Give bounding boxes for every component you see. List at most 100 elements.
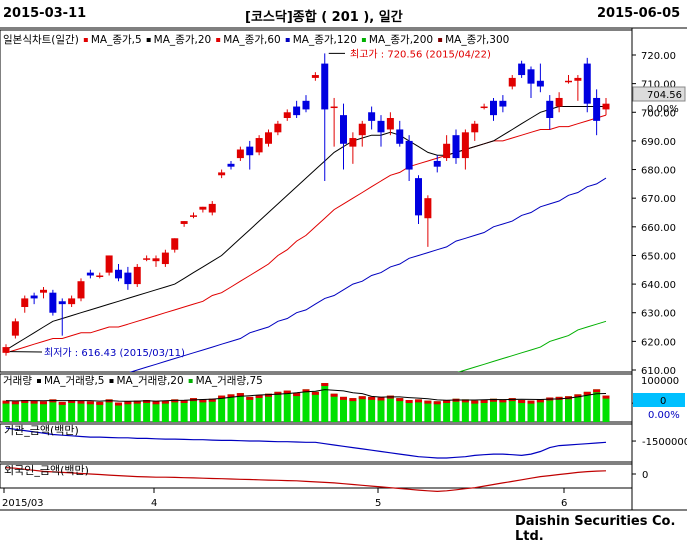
candle-body xyxy=(584,64,591,104)
volume-bar-cap xyxy=(396,398,403,401)
candle-body xyxy=(106,255,113,272)
volume-bar xyxy=(106,399,113,422)
inst-panel-label: 기관_금액(백만) xyxy=(4,424,79,437)
change-pct: 0.00% xyxy=(647,104,679,115)
volume-bar xyxy=(462,399,469,422)
candle-body xyxy=(199,207,206,210)
volume-bar xyxy=(387,396,394,422)
price-legend-label: MA_종가,5 xyxy=(91,34,142,46)
volume-bar xyxy=(31,401,38,422)
volume-bar xyxy=(171,399,178,422)
volume-bar xyxy=(574,394,581,422)
volume-bar-cap xyxy=(12,401,19,404)
volume-bar xyxy=(68,400,75,422)
candle-body xyxy=(462,132,469,158)
volume-bar xyxy=(78,401,85,422)
x-tick-label: 2015/03 xyxy=(2,498,44,509)
volume-bar xyxy=(481,400,488,422)
price-legend-label: MA_종가,300 xyxy=(445,34,509,46)
candle-body xyxy=(331,107,338,109)
candle-body xyxy=(265,132,272,143)
volume-bar xyxy=(528,401,535,422)
ma20-line xyxy=(6,107,606,351)
volume-bar xyxy=(124,401,131,422)
volume-bar-cap xyxy=(434,401,441,404)
volume-bar xyxy=(312,392,319,422)
volume-bar-cap xyxy=(331,394,338,397)
price-tick-label: 720.00 xyxy=(641,51,676,62)
candle-body xyxy=(574,78,581,81)
volume-bar-cap xyxy=(87,401,94,404)
volume-bar-cap xyxy=(359,396,366,399)
candle-body xyxy=(312,75,319,78)
candle-body xyxy=(3,347,10,353)
ma120-line xyxy=(6,178,606,399)
volume-bar xyxy=(378,397,385,422)
volume-bar xyxy=(162,401,169,422)
volume-bar xyxy=(284,391,291,422)
volume-legend-label: MA_거래량,20 xyxy=(116,375,183,387)
current-value: 704.56 xyxy=(647,90,682,101)
volume-bar-cap xyxy=(593,389,600,392)
volume-bar xyxy=(499,399,506,422)
volume-bar-cap xyxy=(424,401,431,404)
volume-bar xyxy=(96,402,103,422)
candle-body xyxy=(124,273,131,284)
candle-body xyxy=(434,161,441,167)
volume-bar-cap xyxy=(471,401,478,404)
price-legend-label: MA_종가,200 xyxy=(369,34,433,46)
candle-body xyxy=(68,298,75,304)
volume-bar xyxy=(518,400,525,422)
volume-bar-cap xyxy=(584,392,591,395)
candle-body xyxy=(490,101,497,115)
volume-bar xyxy=(274,392,281,422)
candle-body xyxy=(256,138,263,152)
volume-bar xyxy=(256,395,263,422)
volume-bar xyxy=(331,394,338,422)
volume-bar xyxy=(584,392,591,422)
volume-bar xyxy=(209,399,216,422)
candle-body xyxy=(509,78,516,87)
ma60-line xyxy=(6,115,606,353)
volume-bar-cap xyxy=(340,397,347,400)
volume-bar-cap xyxy=(115,403,122,406)
legend-marker xyxy=(189,379,193,383)
candle-body xyxy=(12,321,19,335)
footer-brand: Daishin Securities Co. Ltd. xyxy=(515,514,687,544)
volume-bar xyxy=(303,389,310,422)
candle-body xyxy=(162,253,169,264)
volume-bar xyxy=(537,399,544,422)
volume-bar xyxy=(424,401,431,422)
volume-bar-cap xyxy=(59,402,66,405)
volume-bar-cap xyxy=(603,396,610,399)
panel-frame xyxy=(0,464,632,488)
candle-body xyxy=(153,258,160,261)
candle-body xyxy=(528,69,535,83)
candle-body xyxy=(40,290,47,293)
legend-marker xyxy=(438,38,442,42)
volume-bar xyxy=(453,399,460,422)
volume-bar-cap xyxy=(96,402,103,405)
volume-bar xyxy=(556,397,563,422)
volume-bar xyxy=(546,397,553,422)
institution-flow-line xyxy=(6,428,606,458)
candle-body xyxy=(424,198,431,218)
volume-bar xyxy=(181,400,188,422)
legend-marker xyxy=(84,38,88,42)
candle-body xyxy=(293,107,300,116)
candle-body xyxy=(31,296,38,299)
candle-body xyxy=(387,118,394,129)
volume-bar-cap xyxy=(528,401,535,404)
volume-bar xyxy=(443,400,450,422)
legend-marker xyxy=(147,38,151,42)
price-tick-label: 630.00 xyxy=(641,309,676,320)
candle-body xyxy=(96,276,103,278)
volume-bar-cap xyxy=(378,397,385,400)
candle-body xyxy=(368,112,375,121)
volume-bar xyxy=(321,383,328,422)
candle-body xyxy=(359,124,366,135)
candle-body xyxy=(378,121,385,132)
x-tick-label: 5 xyxy=(375,498,381,509)
flow-layer xyxy=(6,428,606,491)
